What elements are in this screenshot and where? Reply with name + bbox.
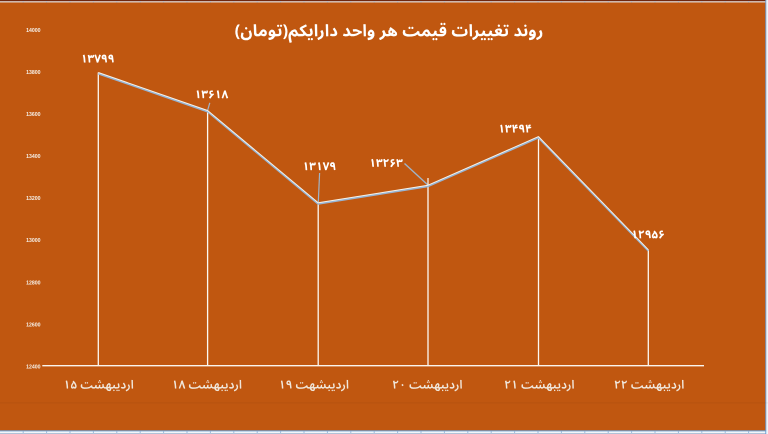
svg-text:14000: 14000 [26,28,41,34]
svg-text:13600: 13600 [26,112,41,118]
svg-text:13800: 13800 [26,70,41,76]
svg-text:13000: 13000 [26,238,41,244]
svg-text:12600: 12600 [26,322,41,328]
svg-text:12400: 12400 [26,364,41,370]
svg-text:13200: 13200 [26,196,41,202]
svg-text:12800: 12800 [26,280,41,286]
svg-text:13400: 13400 [26,154,41,160]
